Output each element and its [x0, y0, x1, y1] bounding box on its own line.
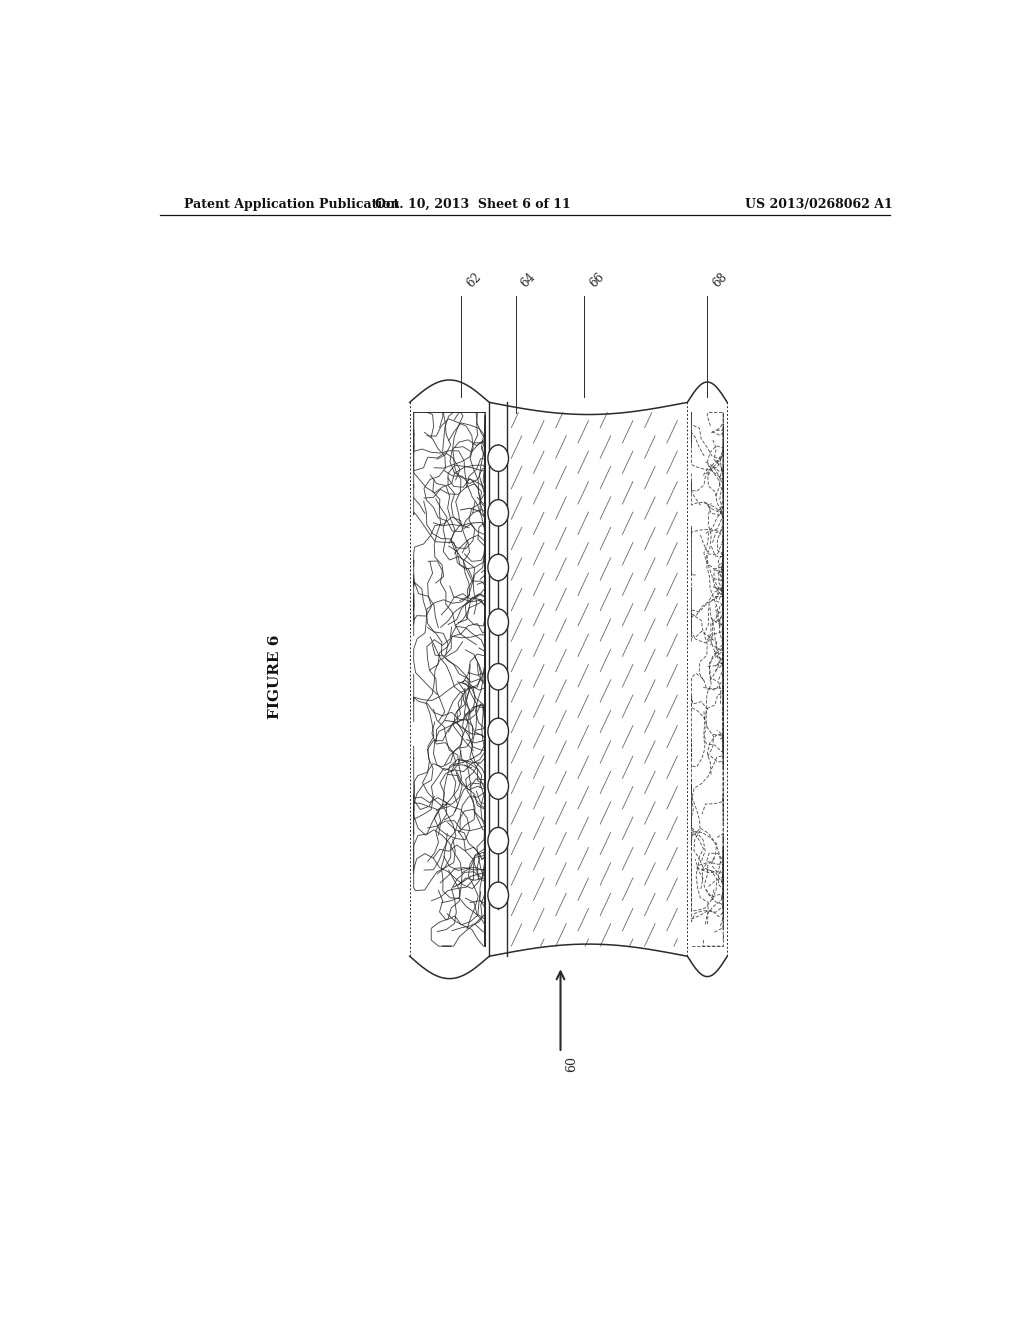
Text: FIGURE 6: FIGURE 6	[268, 635, 282, 719]
Text: 62: 62	[464, 271, 483, 290]
Circle shape	[487, 828, 509, 854]
Text: 66: 66	[587, 271, 606, 290]
Text: Oct. 10, 2013  Sheet 6 of 11: Oct. 10, 2013 Sheet 6 of 11	[376, 198, 571, 211]
Text: Patent Application Publication: Patent Application Publication	[183, 198, 399, 211]
Circle shape	[487, 445, 509, 471]
Text: 60: 60	[565, 1056, 579, 1072]
Text: 68: 68	[710, 271, 729, 290]
Circle shape	[487, 609, 509, 635]
Circle shape	[487, 500, 509, 527]
Circle shape	[487, 718, 509, 744]
Text: 64: 64	[518, 271, 538, 290]
Circle shape	[487, 664, 509, 690]
Circle shape	[487, 882, 509, 908]
Text: US 2013/0268062 A1: US 2013/0268062 A1	[744, 198, 892, 211]
Circle shape	[487, 772, 509, 799]
Circle shape	[487, 554, 509, 581]
